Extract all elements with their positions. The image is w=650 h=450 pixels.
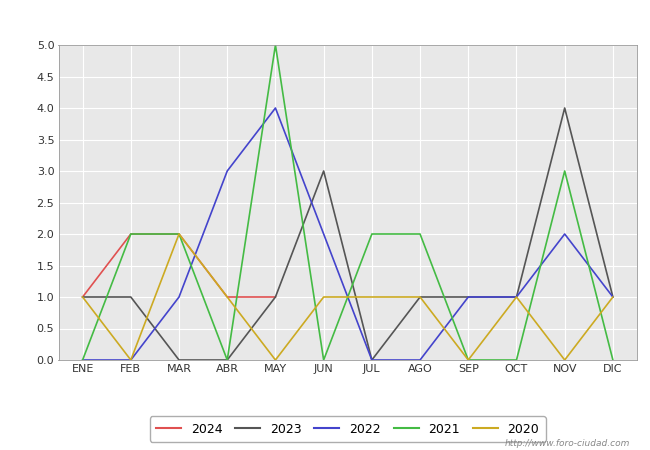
Text: Matriculaciones de Vehiculos en Esparragalejo: Matriculaciones de Vehiculos en Esparrag… <box>148 13 502 28</box>
Legend: 2024, 2023, 2022, 2021, 2020: 2024, 2023, 2022, 2021, 2020 <box>150 416 545 442</box>
Text: http://www.foro-ciudad.com: http://www.foro-ciudad.com <box>505 439 630 448</box>
